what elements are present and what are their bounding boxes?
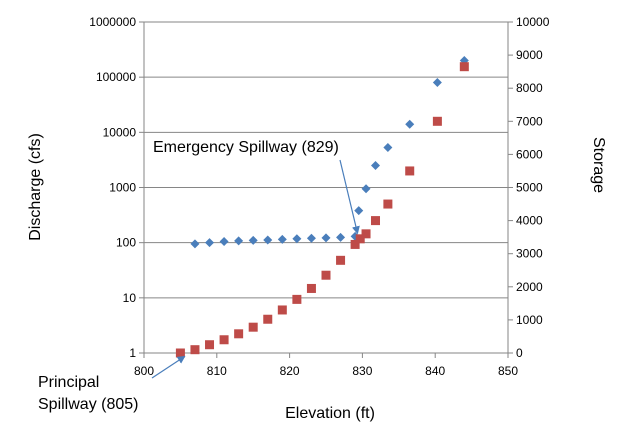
discharge-point bbox=[263, 235, 273, 245]
y-right-tick-label: 2000 bbox=[516, 280, 543, 294]
storage-point bbox=[292, 294, 302, 304]
tick-labels: 800 810 820 830 840 8501101001000100001000001… bbox=[89, 15, 549, 378]
discharge-point bbox=[205, 238, 215, 248]
y-right-tick-label: 10000 bbox=[516, 15, 550, 29]
y-right-tick-label: 4000 bbox=[516, 214, 543, 228]
storage-point bbox=[205, 340, 215, 350]
y-left-tick-label: 100000 bbox=[96, 70, 136, 84]
annotations: Emergency Spillway (829) Principal Spillwa… bbox=[38, 139, 360, 413]
storage-point bbox=[248, 322, 258, 332]
discharge-point bbox=[190, 239, 200, 249]
storage-point bbox=[234, 329, 244, 339]
storage-point bbox=[277, 305, 287, 315]
y-left-tick-label: 10 bbox=[123, 291, 137, 305]
y-right-tick-label: 6000 bbox=[516, 147, 543, 161]
discharge-point bbox=[234, 236, 244, 246]
x-tick-label: 820 bbox=[280, 364, 300, 378]
y-left-tick-label: 1000 bbox=[109, 181, 136, 195]
discharge-point bbox=[292, 234, 302, 244]
y-right-tick-label: 0 bbox=[516, 346, 523, 360]
principal-spillway-arrow bbox=[151, 355, 186, 379]
discharge-point bbox=[371, 161, 381, 171]
y-right-tick-label: 7000 bbox=[516, 114, 543, 128]
principal-spillway-annotation-line: Principal bbox=[38, 374, 99, 391]
discharge-point bbox=[306, 233, 316, 243]
emergency-spillway-arrow bbox=[339, 159, 360, 235]
x-tick-label: 830 bbox=[352, 364, 372, 378]
y-axis-right-title: Storage bbox=[590, 137, 607, 193]
discharge-point bbox=[277, 234, 287, 244]
y-right-tick-label: 9000 bbox=[516, 48, 543, 62]
storage-point bbox=[263, 314, 273, 324]
x-tick-label: 850 bbox=[498, 364, 518, 378]
discharge-point bbox=[336, 232, 346, 242]
discharge-point bbox=[248, 235, 258, 245]
storage-point bbox=[350, 239, 360, 249]
storage-point bbox=[306, 283, 316, 293]
y-left-tick-label: 1000000 bbox=[89, 15, 136, 29]
emergency-spillway-annotation: Emergency Spillway (829) bbox=[153, 139, 339, 156]
y-left-tick-label: 100 bbox=[116, 236, 136, 250]
x-tick-label: 840 bbox=[425, 364, 445, 378]
y-right-tick-label: 8000 bbox=[516, 81, 543, 95]
x-axis-title: Elevation (ft) bbox=[285, 405, 375, 422]
x-tick-label: 800 bbox=[134, 364, 154, 378]
storage-point bbox=[383, 199, 393, 209]
discharge-point bbox=[354, 206, 364, 216]
storage-point bbox=[219, 335, 229, 345]
storage-point bbox=[175, 348, 185, 358]
x-tick-label: 810 bbox=[207, 364, 227, 378]
storage-point bbox=[336, 255, 346, 265]
storage-point bbox=[432, 116, 442, 126]
discharge-point bbox=[405, 119, 415, 129]
axes bbox=[139, 21, 513, 358]
discharge-point bbox=[321, 233, 331, 243]
discharge-point bbox=[383, 143, 393, 153]
gridlines bbox=[144, 21, 508, 354]
y-axis-left-title: Discharge (cfs) bbox=[27, 133, 44, 241]
y-left-tick-label: 10000 bbox=[103, 125, 137, 139]
y-right-tick-label: 1000 bbox=[516, 313, 543, 327]
storage-point bbox=[459, 62, 469, 72]
y-right-tick-label: 3000 bbox=[516, 247, 543, 261]
discharge-point bbox=[361, 184, 371, 194]
storage-point bbox=[190, 345, 200, 355]
storage-point bbox=[361, 229, 371, 239]
y-right-tick-label: 5000 bbox=[516, 181, 543, 195]
discharge-point bbox=[219, 236, 229, 246]
data-points bbox=[175, 56, 469, 358]
storage-point bbox=[405, 166, 415, 176]
storage-point bbox=[371, 216, 381, 226]
y-left-tick-label: 1 bbox=[129, 346, 136, 360]
discharge-point bbox=[432, 78, 442, 88]
principal-spillway-annotation-line: Spillway (805) bbox=[38, 396, 138, 413]
storage-point bbox=[321, 270, 331, 280]
storage-point bbox=[355, 234, 365, 244]
